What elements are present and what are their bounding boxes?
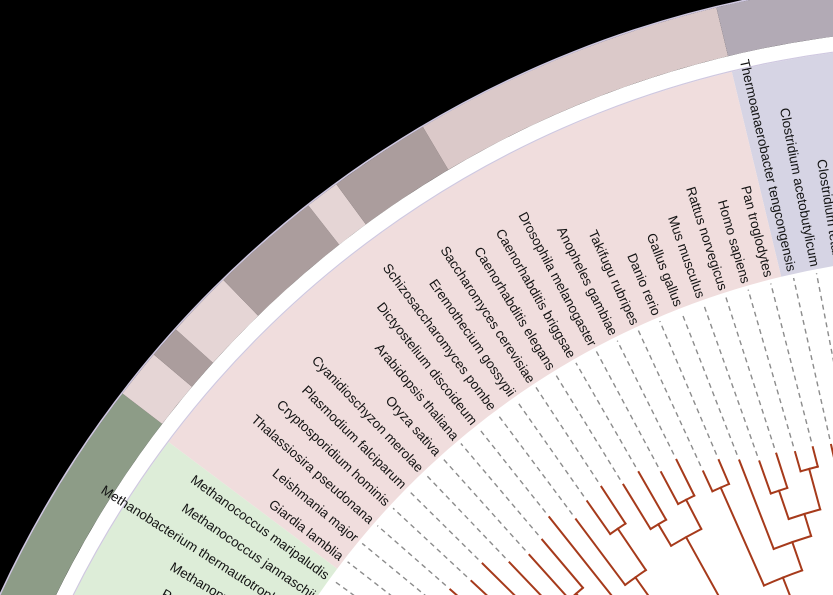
branch-internal [777,489,790,521]
branch-takifugu-rubripes [701,470,714,493]
branch-internal [807,467,822,511]
connector-pan-troglodytes [770,283,812,442]
connector-caenorhabditis-briggsae [575,362,637,468]
branch-internal [803,512,813,538]
branch-plasmodium-falciparum [481,562,516,595]
connector-plasmodium-falciparum [408,490,479,560]
branch-eremothecium-gossypii [585,499,612,536]
branch-schizosaccharomyces-pombe [574,517,627,587]
branch-gallus-gallus [738,459,775,551]
branch-cryptosporidium-hominis [469,579,488,595]
branch-oryza-sativa [527,553,567,595]
connector-thermoanaerobacter-tengcongensis [792,277,831,440]
domain-bands [73,52,833,595]
branch-pan-troglodytes [811,445,820,468]
branch-saccharomyces-cerevisiae [600,485,627,525]
branch-mus-musculus [758,460,773,495]
branch-internal [616,527,648,572]
connector-giardia-lamblia [347,561,392,595]
connector-danio-rerio [659,320,718,455]
ring-segment-1 [122,354,192,424]
ring-segment-4 [223,205,340,316]
connector-anopheles-gambiae [616,340,675,455]
connector-cyanidioschyzon-merolae [425,474,506,559]
ring-segment-7 [422,7,729,170]
domain-band-eukaryota [168,71,782,569]
connector-cryptosporidium-hominis [392,507,468,578]
branch-internal [684,498,703,531]
connector-schizosaccharomyces-pombe [497,413,573,515]
branch-homo-sapiens [793,450,802,473]
branch-internal [719,486,766,587]
tree-branches [448,443,833,595]
connector-thalassiosira-pseudonana [376,525,447,587]
leaf-connectors [333,273,833,595]
branch-anopheles-gambiae [675,458,696,497]
branch-danio-rerio [717,458,731,486]
connector-gallus-gallus [680,312,738,456]
domain-band-archaea [73,442,338,595]
branch-dictyostelium-discoideum [547,515,613,595]
connector-eremothecium-gossypii [516,400,585,497]
ring-segment-2 [153,329,213,387]
branch-internal [791,540,804,572]
ring-segment-5 [308,184,366,245]
branch-arabidopsis-thaliana [540,538,585,590]
branch-drosophila-melanogaster [659,470,680,506]
branch-rattus-norvegicus [775,452,789,490]
domain-band-bacteria [731,52,833,277]
connector-arabidopsis-thaliana [460,443,539,536]
branch-caenorhabditis-elegans [622,483,652,531]
ring-segment-0 [0,393,163,595]
connector-caenorhabditis-elegans [555,374,621,480]
connector-oryza-sativa [442,458,526,551]
branch-internal [781,576,791,595]
ring-segment-3 [175,279,259,363]
ring-segment-6 [336,126,449,225]
branch-cyanidioschyzon-merolae [508,560,542,595]
connector-homo-sapiens [747,289,795,447]
ring-segment-8 [716,0,833,57]
connector-drosophila-melanogaster [595,351,659,468]
connector-clostridium-acetobutylicum [815,273,833,363]
branch-caenorhabditis-briggsae [637,470,668,522]
branch-internal [656,522,673,548]
branch-internal [684,535,720,595]
connector-takifugu-rubripes [637,330,702,467]
connector-saccharomyces-cerevisiae [535,387,599,483]
